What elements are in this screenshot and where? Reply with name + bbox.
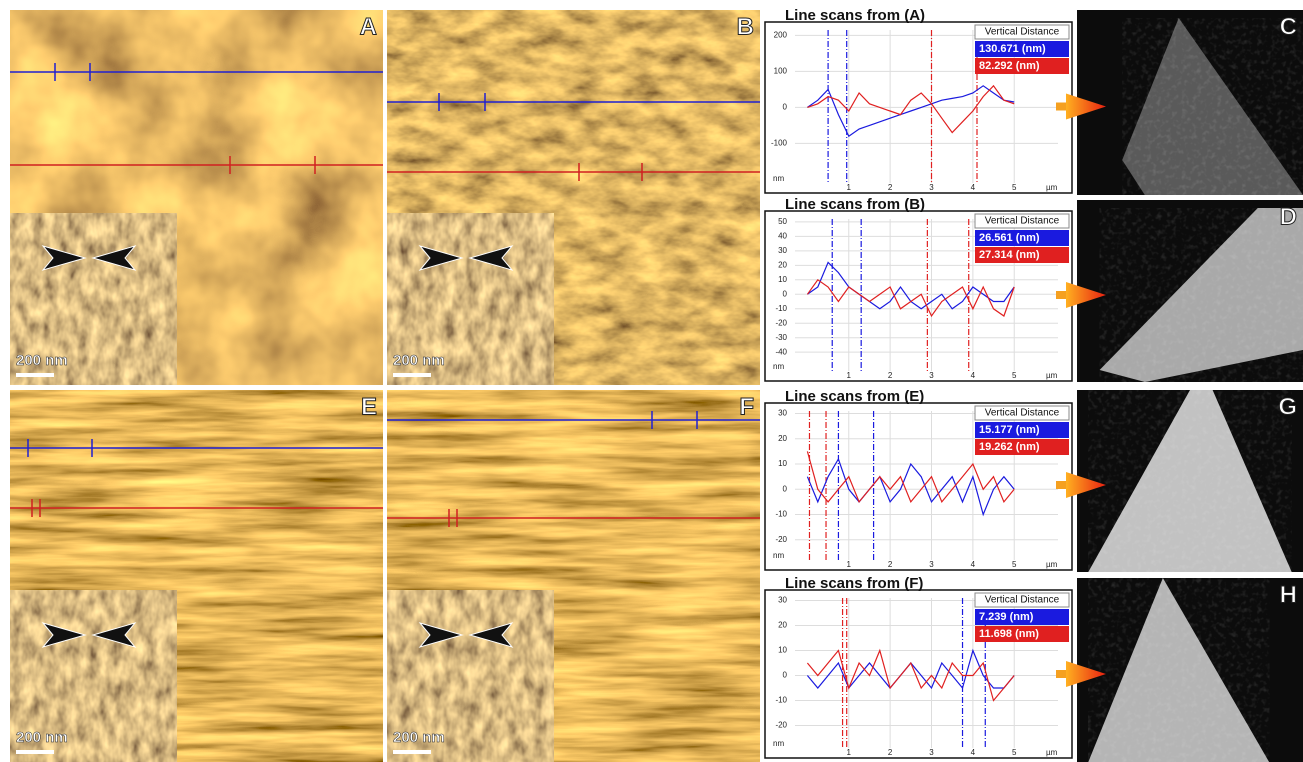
scale-bar-label: 200 nm <box>393 729 445 746</box>
scale-bar <box>393 750 431 754</box>
sem-image: D <box>1077 200 1303 382</box>
scale-bar <box>16 373 54 377</box>
y-tick-label: 100 <box>774 67 788 76</box>
y-tick-label: 20 <box>778 260 787 269</box>
x-axis-unit: µm <box>1046 560 1058 569</box>
x-tick-label: 4 <box>971 371 976 380</box>
legend-entry: 82.292 (nm) <box>979 60 1040 72</box>
chart-title: Line scans from (E) <box>785 388 924 405</box>
arrow-tail <box>1056 291 1066 299</box>
panel-label: C <box>1280 13 1297 40</box>
y-tick-label: -40 <box>775 347 787 356</box>
legend-entry: 15.177 (nm) <box>979 424 1040 436</box>
y-tick-label: -20 <box>775 318 787 327</box>
figure: A200 nmB200 nmE200 nmF200 nmLine scans f… <box>0 0 1303 762</box>
legend-entry: 7.239 (nm) <box>979 611 1034 623</box>
x-tick-label: 1 <box>847 748 852 757</box>
x-axis-unit: µm <box>1046 371 1058 380</box>
x-tick-label: 4 <box>971 183 976 192</box>
panel-label: F <box>739 393 754 420</box>
panel-label: G <box>1278 393 1297 420</box>
y-tick-label: 30 <box>778 246 787 255</box>
legend-entry: 26.561 (nm) <box>979 232 1040 244</box>
y-tick-label: -10 <box>775 304 787 313</box>
y-tick-label: 20 <box>778 621 787 630</box>
y-axis-unit: nm <box>773 739 784 748</box>
x-tick-label: 5 <box>1012 371 1017 380</box>
y-tick-label: -20 <box>775 535 787 544</box>
legend-title: Vertical Distance <box>985 216 1060 227</box>
scale-bar <box>393 373 431 377</box>
y-tick-label: 0 <box>783 289 788 298</box>
y-tick-label: 10 <box>778 275 787 284</box>
x-tick-label: 1 <box>847 183 852 192</box>
y-axis-unit: nm <box>773 362 784 371</box>
x-tick-label: 2 <box>888 748 893 757</box>
legend-title: Vertical Distance <box>985 595 1060 606</box>
arrow-tail <box>1056 481 1066 489</box>
y-tick-label: 10 <box>778 646 787 655</box>
y-tick-label: -10 <box>775 696 787 705</box>
x-tick-label: 3 <box>929 560 934 569</box>
x-tick-label: 1 <box>847 560 852 569</box>
x-tick-label: 5 <box>1012 183 1017 192</box>
x-tick-label: 2 <box>888 560 893 569</box>
y-tick-label: 0 <box>783 671 788 680</box>
panel-label: B <box>737 13 754 40</box>
y-tick-label: 50 <box>778 217 787 226</box>
chart-title: Line scans from (B) <box>785 196 925 213</box>
x-tick-label: 3 <box>929 371 934 380</box>
arrow-tail <box>1056 103 1066 111</box>
y-tick-label: 0 <box>783 484 788 493</box>
scale-bar-label: 200 nm <box>16 352 68 369</box>
sem-image: C <box>1077 10 1303 195</box>
y-axis-unit: nm <box>773 551 784 560</box>
x-tick-label: 4 <box>971 748 976 757</box>
y-tick-label: -10 <box>775 510 787 519</box>
legend-entry: 27.314 (nm) <box>979 249 1040 261</box>
scale-bar-label: 200 nm <box>16 729 68 746</box>
y-tick-label: 20 <box>778 434 787 443</box>
scale-bar <box>16 750 54 754</box>
x-tick-label: 5 <box>1012 748 1017 757</box>
legend-entry: 11.698 (nm) <box>979 628 1039 640</box>
page: A200 nmB200 nmE200 nmF200 nmLine scans f… <box>0 0 1303 762</box>
panel-label: E <box>361 393 377 420</box>
y-tick-label: 30 <box>778 409 787 418</box>
arrow-tail <box>1056 670 1066 678</box>
x-tick-label: 2 <box>888 183 893 192</box>
legend-title: Vertical Distance <box>985 408 1060 419</box>
y-tick-label: -30 <box>775 333 787 342</box>
y-tick-label: 10 <box>778 459 787 468</box>
chart-title: Line scans from (F) <box>785 575 923 592</box>
y-tick-label: 40 <box>778 231 787 240</box>
y-tick-label: -20 <box>775 721 787 730</box>
x-tick-label: 2 <box>888 371 893 380</box>
panel-label: A <box>360 13 377 40</box>
sem-image: G <box>1077 390 1303 572</box>
y-axis-unit: nm <box>773 174 784 183</box>
x-tick-label: 1 <box>847 371 852 380</box>
x-tick-label: 4 <box>971 560 976 569</box>
y-tick-label: -100 <box>771 139 788 148</box>
x-axis-unit: µm <box>1046 748 1058 757</box>
legend-entry: 19.262 (nm) <box>979 441 1040 453</box>
chart-title: Line scans from (A) <box>785 7 925 24</box>
panel-label: D <box>1280 203 1297 230</box>
y-tick-label: 30 <box>778 596 787 605</box>
y-tick-label: 200 <box>774 31 788 40</box>
legend-title: Vertical Distance <box>985 27 1060 38</box>
x-axis-unit: µm <box>1046 183 1058 192</box>
y-tick-label: 0 <box>783 103 788 112</box>
scale-bar-label: 200 nm <box>393 352 445 369</box>
x-tick-label: 3 <box>929 748 934 757</box>
x-tick-label: 5 <box>1012 560 1017 569</box>
legend-entry: 130.671 (nm) <box>979 43 1046 55</box>
x-tick-label: 3 <box>929 183 934 192</box>
panel-label: H <box>1280 581 1297 608</box>
sem-image: H <box>1077 578 1303 762</box>
